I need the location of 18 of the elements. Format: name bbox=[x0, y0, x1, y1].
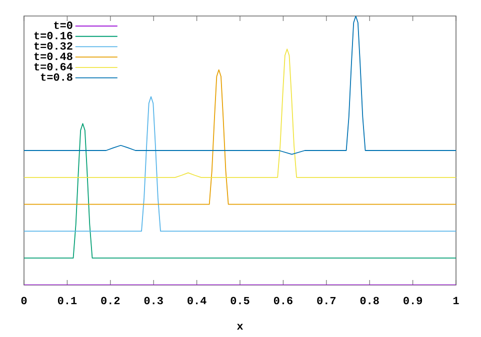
x-tick-label: 0.6 bbox=[274, 296, 292, 304]
x-axis-title: x bbox=[236, 324, 244, 330]
legend-label: t=0.16 bbox=[34, 32, 72, 40]
legend-label: t=0.8 bbox=[40, 73, 72, 81]
x-tick-label: 0.4 bbox=[188, 296, 206, 304]
x-tick-label: 0.2 bbox=[101, 296, 120, 304]
x-tick-label: 0.5 bbox=[230, 296, 250, 304]
x-tick-label: 1 bbox=[453, 296, 459, 304]
legend-label: t=0 bbox=[54, 22, 72, 29]
x-tick-label: 0.1 bbox=[58, 296, 77, 304]
legend-label: t=0.32 bbox=[34, 42, 72, 50]
x-tick-label: 0.8 bbox=[360, 296, 379, 304]
legend-label: t=0.64 bbox=[34, 62, 73, 70]
x-tick-label: 0 bbox=[21, 296, 27, 304]
x-tick-label: 0.3 bbox=[144, 296, 163, 304]
legend-label: t=0.48 bbox=[34, 52, 72, 60]
x-tick-label: 0.9 bbox=[404, 296, 422, 304]
x-tick-label: 0.7 bbox=[317, 296, 336, 304]
